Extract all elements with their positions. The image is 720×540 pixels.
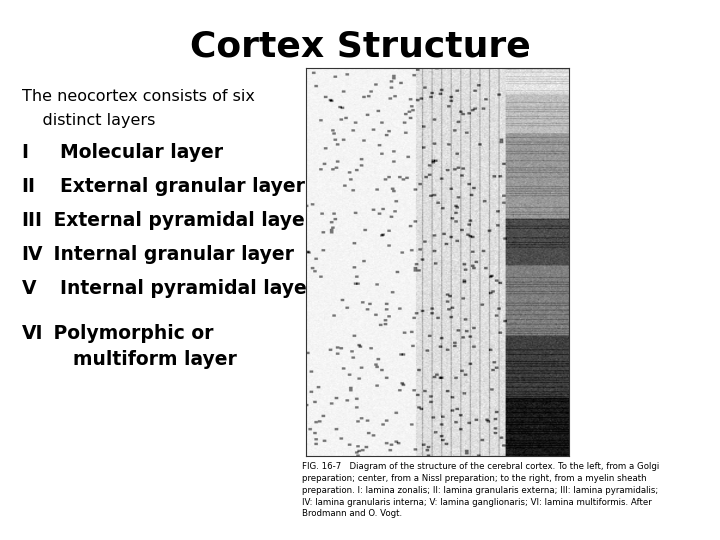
Text: Cortex Structure: Cortex Structure bbox=[189, 30, 531, 64]
Text: External granular layer: External granular layer bbox=[47, 177, 305, 196]
Text: The neocortex consists of six: The neocortex consists of six bbox=[22, 89, 254, 104]
Text: II: II bbox=[22, 177, 35, 196]
Text: V: V bbox=[22, 279, 36, 298]
Text: External pyramidal layer: External pyramidal layer bbox=[47, 211, 314, 230]
Text: Polymorphic or: Polymorphic or bbox=[47, 324, 213, 343]
Text: Internal pyramidal layer: Internal pyramidal layer bbox=[47, 279, 316, 298]
Text: III: III bbox=[22, 211, 42, 230]
Text: Internal granular layer: Internal granular layer bbox=[47, 245, 294, 264]
Text: VI: VI bbox=[22, 324, 43, 343]
Text: distinct layers: distinct layers bbox=[22, 113, 155, 129]
Text: multiform layer: multiform layer bbox=[47, 350, 237, 369]
Text: IV: IV bbox=[22, 245, 43, 264]
Text: Molecular layer: Molecular layer bbox=[47, 143, 223, 162]
Text: FIG. 16-7   Diagram of the structure of the cerebral cortex. To the left, from a: FIG. 16-7 Diagram of the structure of th… bbox=[302, 462, 660, 518]
Text: I: I bbox=[22, 143, 29, 162]
